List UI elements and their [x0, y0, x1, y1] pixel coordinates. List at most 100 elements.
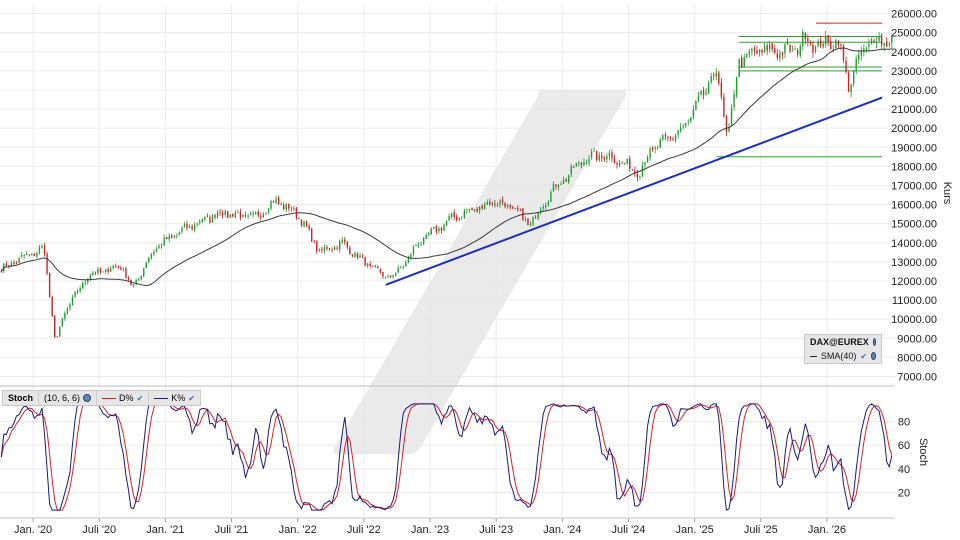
candle-body — [359, 255, 361, 258]
candle-body — [654, 148, 656, 149]
candlestick-series — [0, 29, 893, 339]
candle-body — [272, 200, 275, 203]
candle-body — [644, 162, 646, 165]
stoch-legend: Stoch (10, 6, 6) D% ✔ K% ✔ — [2, 390, 201, 406]
candle-body — [344, 239, 346, 243]
candle-body — [685, 122, 687, 126]
candle-body — [46, 253, 48, 274]
candle-body — [606, 156, 608, 160]
candle-body — [529, 224, 532, 225]
candle-body — [445, 220, 448, 226]
candle-body — [219, 211, 221, 213]
candle-body — [92, 272, 94, 275]
candle-body — [277, 197, 280, 205]
candle-body — [621, 162, 623, 164]
settings-icon[interactable] — [83, 394, 92, 402]
candle-body — [847, 72, 850, 92]
candle-body — [758, 49, 761, 53]
legend-item-sma[interactable]: SMA(40) ✔ — [805, 349, 881, 363]
candle-body — [580, 162, 583, 165]
candle-body — [756, 50, 758, 54]
candle-body — [496, 204, 499, 206]
candle-body — [481, 205, 483, 209]
candle-body — [707, 83, 710, 94]
stoch-indicator-label[interactable]: Stoch — [3, 391, 40, 405]
candle-body — [382, 271, 384, 277]
stoch-params-label: (10, 6, 6) — [44, 393, 81, 403]
settings-icon[interactable] — [872, 338, 876, 346]
candle-body — [539, 209, 542, 212]
candle-body — [54, 315, 56, 338]
candle-body — [771, 43, 773, 50]
candle-body — [10, 262, 13, 266]
candle-body — [209, 217, 211, 223]
candle-body — [366, 263, 369, 267]
candle-body — [453, 212, 455, 218]
candle-body — [379, 268, 382, 273]
candle-body — [109, 268, 112, 272]
candle-body — [183, 224, 186, 228]
candle-body — [448, 215, 450, 221]
candle-body — [66, 308, 69, 314]
candle-body — [812, 44, 814, 53]
candle-body — [321, 248, 323, 251]
legend-item-dax[interactable]: DAX@EUREX — [805, 335, 881, 349]
candle-body — [41, 246, 43, 248]
candle-body — [216, 212, 219, 218]
sma-swatch — [810, 355, 817, 357]
stoch-params[interactable]: (10, 6, 6) — [39, 391, 98, 405]
candle-body — [860, 50, 862, 56]
candle-body — [466, 209, 468, 211]
candle-body — [234, 212, 237, 218]
candle-body — [842, 45, 845, 61]
check-icon[interactable]: ✔ — [860, 351, 868, 361]
candle-body — [855, 58, 857, 72]
candle-body — [738, 58, 740, 77]
candle-body — [865, 47, 868, 49]
candle-body — [850, 84, 852, 93]
candle-body — [15, 263, 18, 265]
check-icon[interactable]: ✔ — [188, 393, 195, 403]
candle-body — [89, 275, 92, 279]
price-legend: DAX@EUREX SMA(40) ✔ — [804, 334, 882, 364]
candle-body — [81, 282, 84, 289]
legend-item-k[interactable]: K% ✔ — [149, 391, 200, 405]
y-tick-label: 11000.00 — [892, 295, 937, 307]
candle-body — [753, 48, 756, 51]
candle-body — [176, 235, 178, 237]
k-swatch — [154, 397, 169, 399]
candle-body — [545, 205, 547, 208]
candle-body — [501, 199, 504, 203]
candle-body — [784, 44, 786, 54]
candle-body — [463, 210, 466, 218]
candle-body — [552, 184, 555, 192]
settings-icon[interactable] — [871, 352, 876, 360]
y-tick-label: 13000.00 — [891, 257, 937, 269]
candle-body — [672, 138, 674, 140]
candle-body — [354, 252, 356, 257]
legend-label-d: D% — [119, 393, 134, 403]
y-tick-label: 14000.00 — [891, 238, 937, 250]
candle-body — [819, 40, 822, 47]
x-tick-label: Jan. '23 — [411, 524, 449, 536]
candle-body — [97, 269, 99, 274]
legend-label-sma: SMA(40) — [820, 351, 857, 361]
candle-body — [316, 241, 318, 252]
candle-body — [807, 38, 809, 42]
check-icon[interactable]: ✔ — [136, 393, 144, 403]
y-tick-label: 18000.00 — [891, 161, 937, 173]
candle-body — [687, 121, 689, 123]
candle-body — [160, 245, 163, 247]
candle-body — [229, 214, 231, 218]
candle-body — [115, 265, 117, 267]
candle-body — [613, 158, 616, 164]
candle-body — [186, 223, 188, 228]
candle-body — [433, 226, 435, 229]
candle-body — [804, 32, 807, 39]
legend-item-d[interactable]: D% ✔ — [97, 391, 150, 405]
candle-body — [410, 254, 412, 258]
candle-body — [13, 262, 15, 264]
candle-body — [440, 227, 443, 231]
candle-body — [870, 39, 873, 43]
